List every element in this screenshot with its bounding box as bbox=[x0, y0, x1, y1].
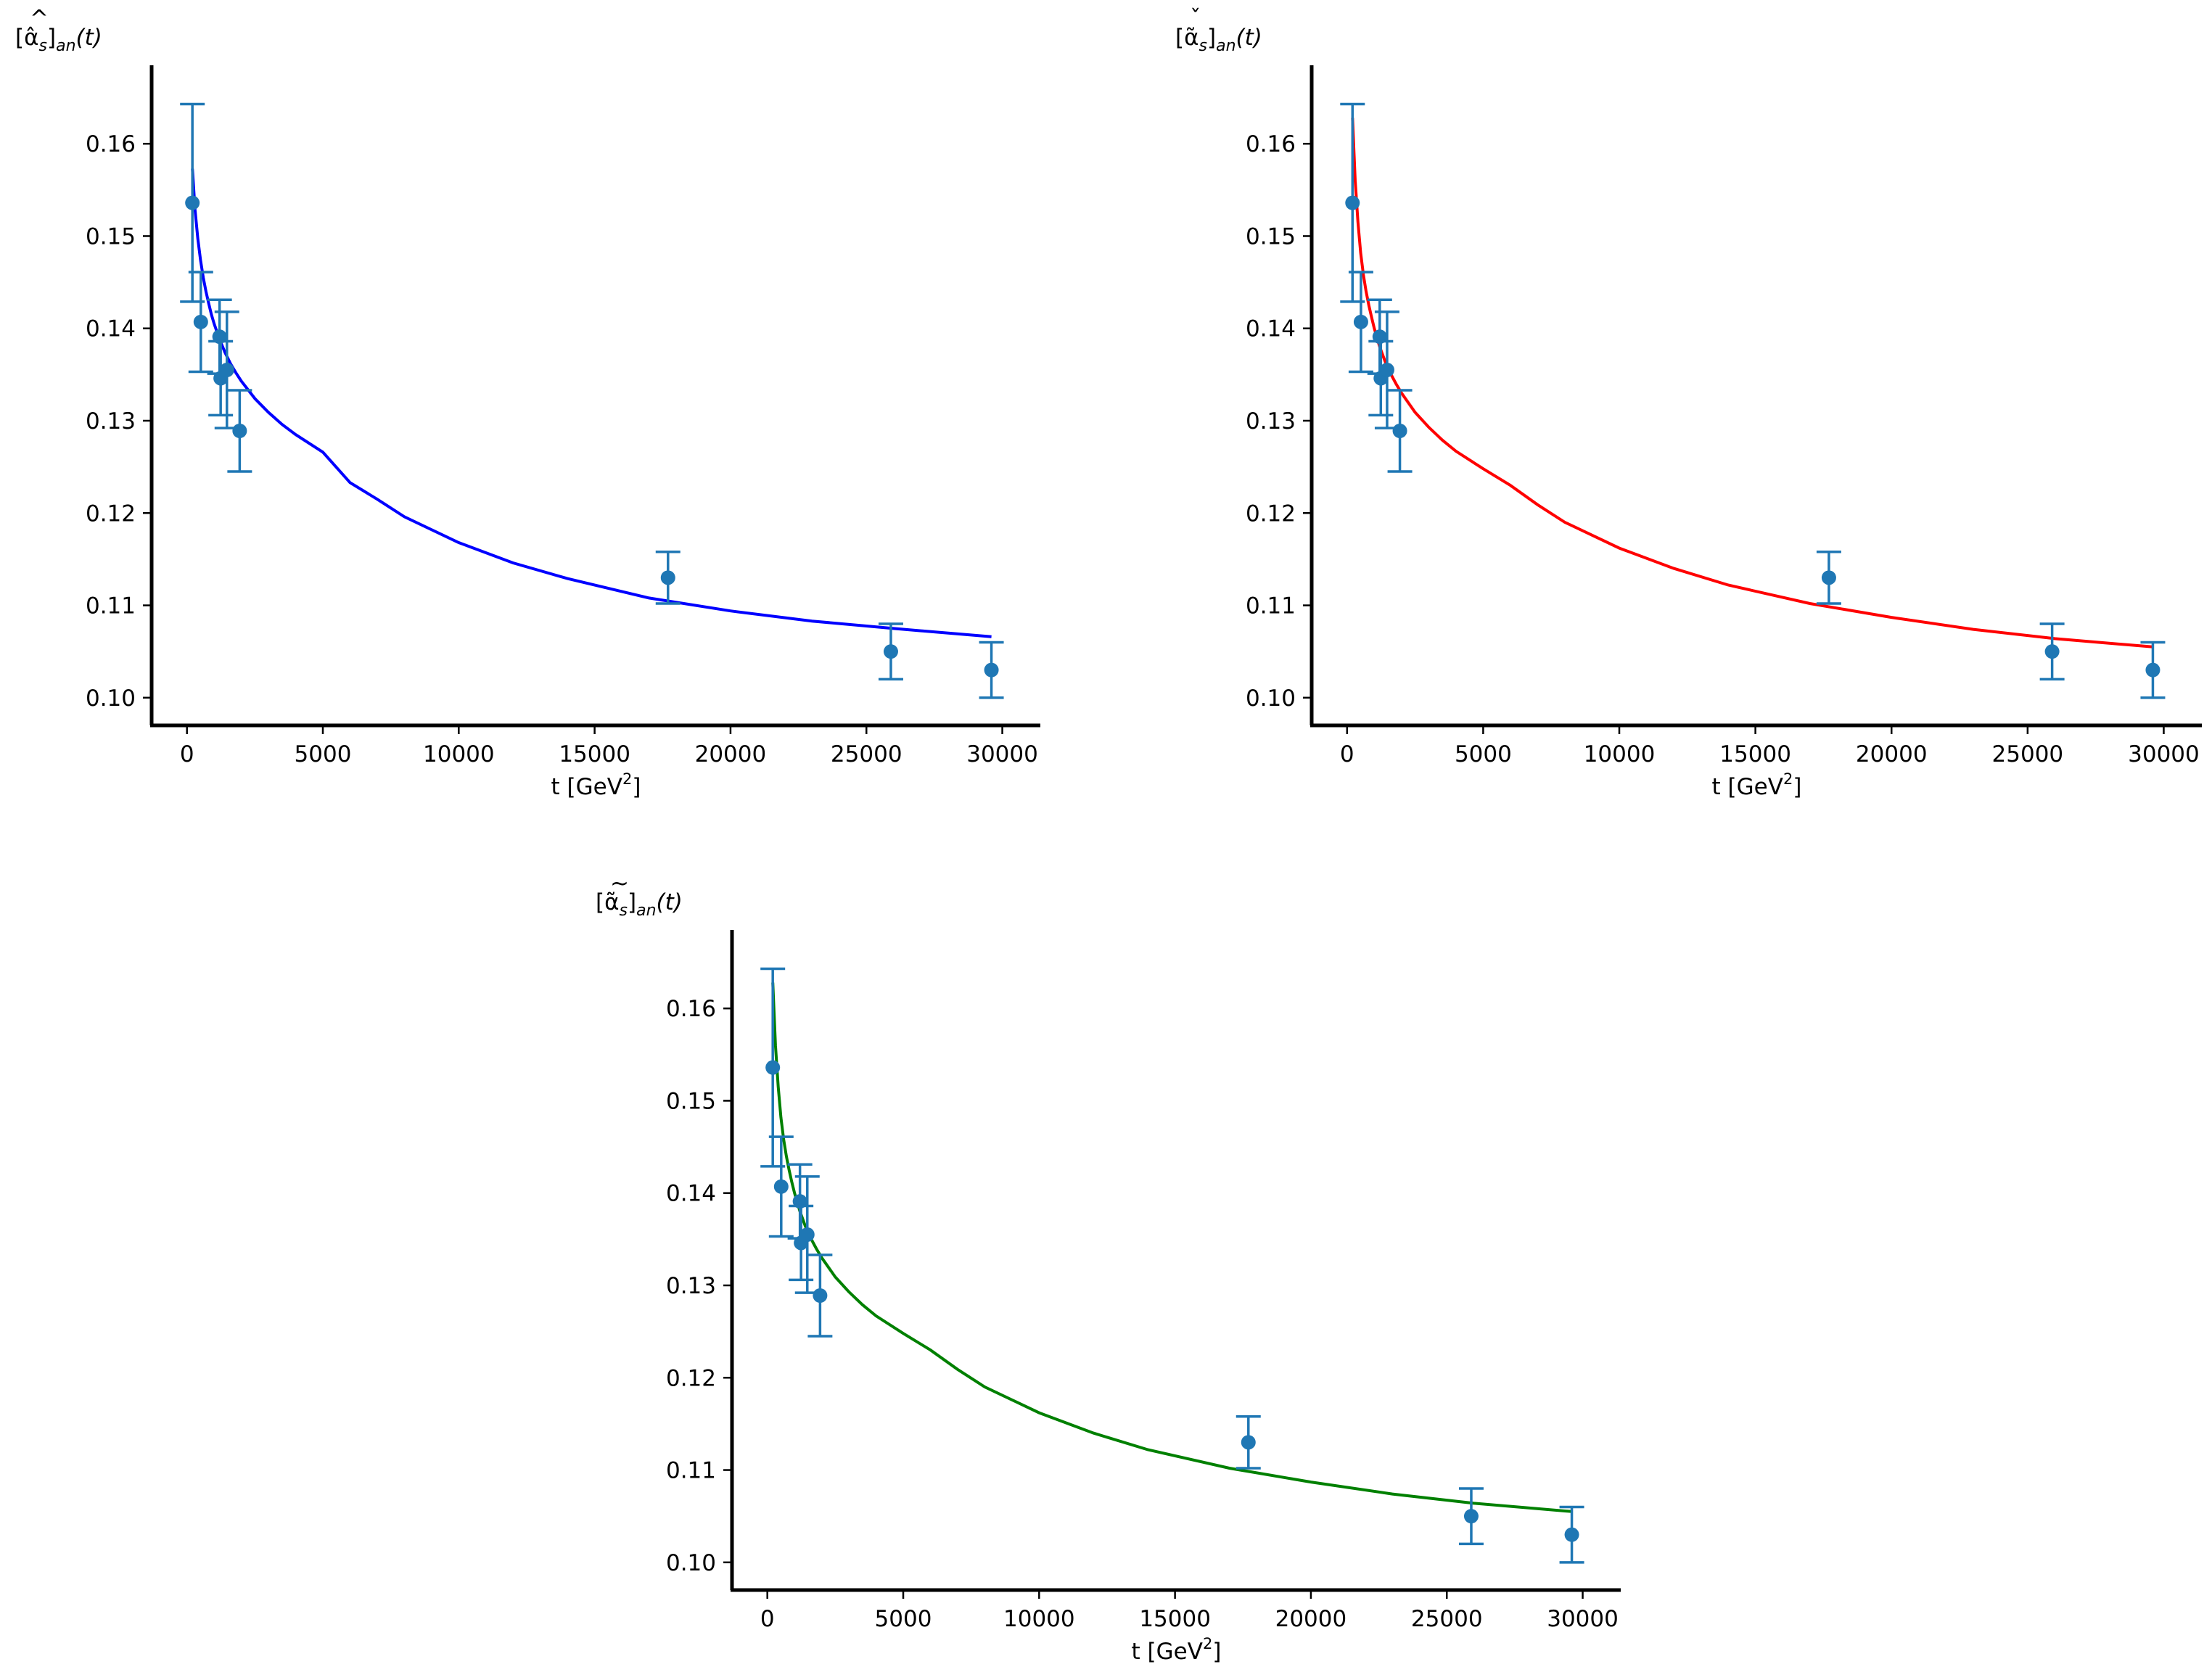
fit-curve bbox=[1351, 118, 2153, 648]
y-tick-label: 0.12 bbox=[86, 501, 136, 527]
x-tick-label: 15000 bbox=[1719, 741, 1791, 767]
marker bbox=[219, 363, 234, 377]
fit-curve bbox=[771, 982, 1572, 1513]
y-tick-label: 0.16 bbox=[1246, 131, 1296, 157]
marker bbox=[813, 1288, 828, 1303]
x-axis-label: t [GeV2] bbox=[1712, 770, 1802, 800]
x-tick-label: 20000 bbox=[1275, 1606, 1347, 1632]
x-tick-label: 10000 bbox=[423, 741, 495, 767]
marker bbox=[984, 662, 999, 678]
y-tick-label: 0.15 bbox=[86, 223, 136, 250]
marker bbox=[1564, 1527, 1579, 1542]
data-point bbox=[979, 641, 1004, 699]
marker bbox=[799, 1227, 815, 1242]
marker bbox=[1463, 1509, 1479, 1524]
y-axis-label-accent: ^ bbox=[30, 6, 49, 32]
x-tick-label: 30000 bbox=[1547, 1606, 1619, 1632]
x-tick-label: 5000 bbox=[295, 741, 352, 767]
x-tick-label: 0 bbox=[760, 1606, 775, 1632]
marker bbox=[1821, 570, 1836, 585]
data-point bbox=[2140, 641, 2166, 699]
y-tick-label: 0.12 bbox=[1246, 501, 1296, 527]
x-axis-label: t [GeV2] bbox=[1132, 1635, 1222, 1665]
x-tick-label: 15000 bbox=[1139, 1606, 1211, 1632]
data-point bbox=[760, 967, 786, 1168]
y-axis-label: [α̃s]an(t) bbox=[1175, 25, 1262, 55]
y-axis-label-accent: ~ bbox=[610, 870, 629, 897]
chart-bottom: 0 5000 10000 15000 20000 25000 30000 0.10 0.11 0.… bbox=[596, 870, 1621, 1665]
marker bbox=[185, 195, 200, 210]
x-tick-label: 30000 bbox=[2128, 741, 2200, 767]
marker bbox=[1392, 424, 1407, 438]
x-tick-label: 25000 bbox=[1992, 741, 2064, 767]
marker bbox=[660, 570, 675, 585]
data-point bbox=[227, 389, 252, 473]
marker bbox=[883, 644, 898, 659]
y-tick-label: 0.16 bbox=[666, 996, 716, 1022]
marker bbox=[1379, 363, 1394, 377]
y-tick-label: 0.10 bbox=[1246, 685, 1296, 712]
y-tick-label: 0.14 bbox=[1246, 316, 1296, 342]
marker bbox=[1353, 314, 1368, 329]
chart-top-left: 0 5000 10000 15000 20000 25000 30000 0.10 0.11 0.… bbox=[15, 6, 1040, 800]
y-tick-label: 0.14 bbox=[666, 1181, 716, 1207]
marker bbox=[1345, 195, 1360, 210]
y-tick-label: 0.11 bbox=[86, 593, 136, 619]
x-tick-label: 25000 bbox=[831, 741, 903, 767]
data-point bbox=[878, 622, 903, 681]
x-tick-label: 25000 bbox=[1411, 1606, 1483, 1632]
data-point bbox=[655, 550, 681, 605]
y-tick-label: 0.11 bbox=[1246, 593, 1296, 619]
y-tick-label: 0.10 bbox=[86, 685, 136, 712]
marker bbox=[765, 1060, 781, 1075]
data-point bbox=[1348, 271, 1373, 374]
data-point bbox=[1387, 389, 1413, 473]
chart-top-right: 0 5000 10000 15000 20000 25000 30000 0.10 0.11 0.… bbox=[1175, 6, 2202, 800]
x-tick-label: 10000 bbox=[1584, 741, 1656, 767]
x-axis-label: t [GeV2] bbox=[551, 770, 641, 800]
data-point bbox=[1559, 1505, 1584, 1564]
data-point bbox=[807, 1253, 833, 1338]
data-point bbox=[1458, 1487, 1484, 1546]
data-point bbox=[768, 1135, 794, 1238]
y-tick-label: 0.13 bbox=[1246, 408, 1296, 435]
x-tick-label: 15000 bbox=[559, 741, 630, 767]
y-tick-label: 0.10 bbox=[666, 1550, 716, 1576]
x-tick-label: 0 bbox=[180, 741, 194, 767]
x-tick-label: 30000 bbox=[966, 741, 1038, 767]
y-tick-label: 0.16 bbox=[86, 131, 136, 157]
x-tick-label: 5000 bbox=[875, 1606, 932, 1632]
fit-curve bbox=[191, 168, 992, 638]
y-tick-label: 0.15 bbox=[666, 1088, 716, 1114]
data-point bbox=[2039, 622, 2065, 681]
marker bbox=[2044, 644, 2060, 659]
x-tick-label: 10000 bbox=[1003, 1606, 1075, 1632]
y-axis-label-accent: ˇ bbox=[1190, 6, 1201, 32]
y-tick-label: 0.11 bbox=[666, 1458, 716, 1484]
data-point bbox=[789, 1204, 814, 1282]
marker bbox=[2145, 662, 2160, 678]
y-axis-label: [α̂s]an(t) bbox=[15, 25, 102, 55]
x-tick-label: 20000 bbox=[695, 741, 767, 767]
marker bbox=[1241, 1435, 1256, 1450]
marker bbox=[232, 424, 247, 438]
y-tick-label: 0.14 bbox=[86, 316, 136, 342]
data-point bbox=[1816, 550, 1841, 605]
x-tick-label: 5000 bbox=[1455, 741, 1512, 767]
y-tick-label: 0.13 bbox=[86, 408, 136, 435]
data-point bbox=[188, 271, 213, 374]
marker bbox=[773, 1179, 789, 1194]
y-axis-label: [α̃s]an(t) bbox=[596, 889, 683, 920]
y-tick-label: 0.15 bbox=[1246, 223, 1296, 250]
x-tick-label: 0 bbox=[1340, 741, 1354, 767]
data-point bbox=[1235, 1415, 1261, 1470]
x-tick-label: 20000 bbox=[1856, 741, 1928, 767]
y-tick-label: 0.12 bbox=[666, 1365, 716, 1391]
marker bbox=[193, 314, 208, 329]
y-tick-label: 0.13 bbox=[666, 1273, 716, 1299]
